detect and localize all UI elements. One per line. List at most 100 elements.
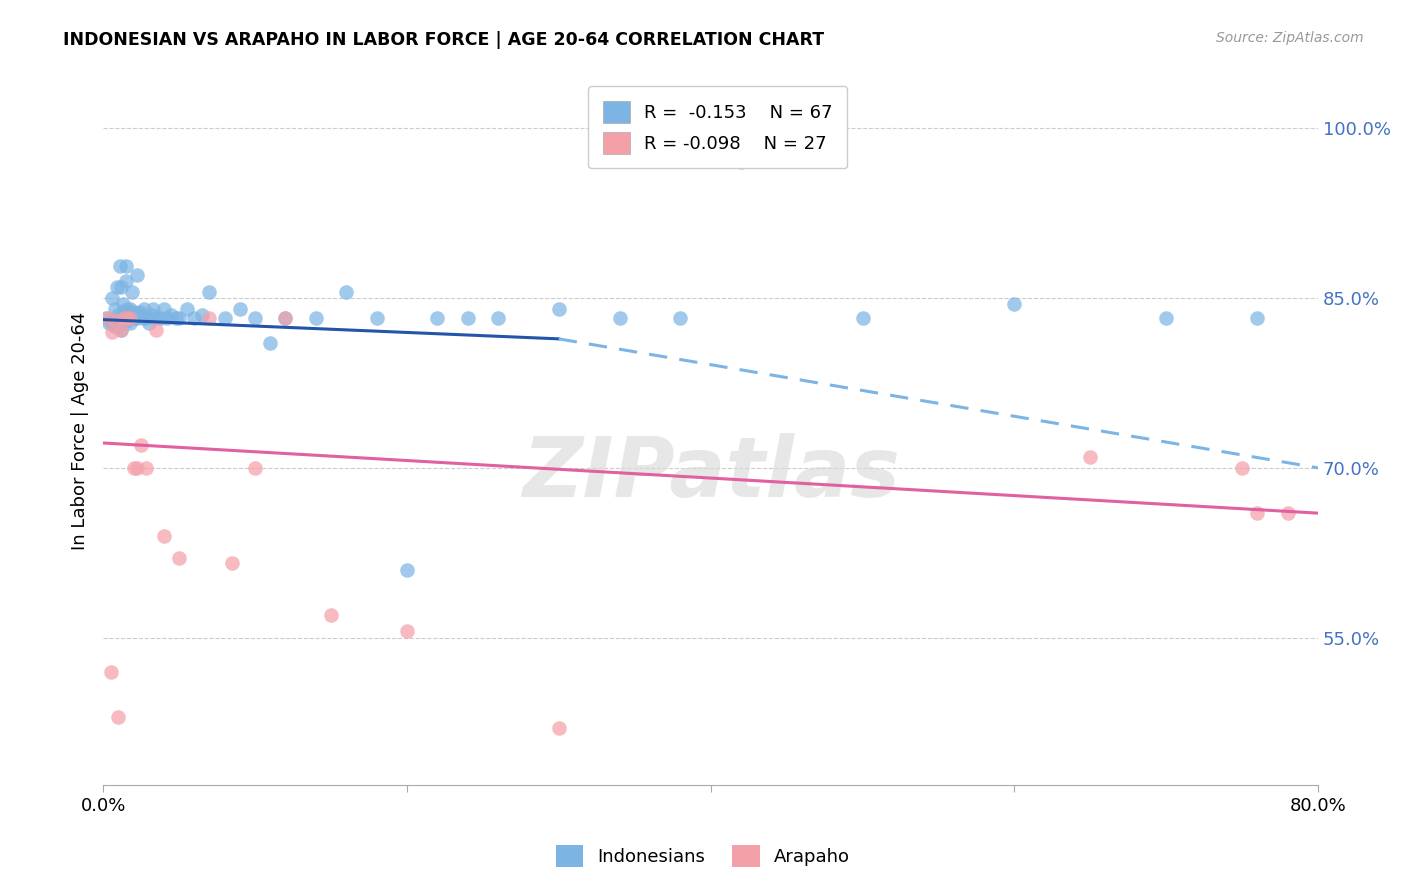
Point [138, 316, 160, 330]
Point [198, 285, 221, 300]
Point [547, 302, 569, 317]
Point [198, 311, 221, 326]
Point [141, 308, 163, 322]
Point [335, 285, 357, 300]
Point [112, 304, 135, 318]
Point [100, 665, 122, 679]
Point [108, 260, 131, 274]
Point [1002, 297, 1025, 311]
Text: Source: ZipAtlas.com: Source: ZipAtlas.com [1216, 31, 1364, 45]
Point [120, 302, 142, 317]
Point [125, 311, 148, 326]
Point [486, 311, 509, 326]
Point [183, 311, 205, 326]
Point [125, 268, 148, 283]
Point [165, 311, 187, 326]
Point [122, 304, 145, 318]
Point [122, 311, 145, 326]
Point [259, 336, 281, 351]
Point [110, 323, 132, 337]
Point [105, 280, 128, 294]
Point [305, 311, 328, 326]
Point [243, 461, 266, 475]
Point [1277, 506, 1299, 520]
Point [1230, 461, 1253, 475]
Point [112, 311, 135, 326]
Point [111, 297, 134, 311]
Point [149, 311, 172, 326]
Point [730, 155, 752, 169]
Point [107, 308, 129, 322]
Point [117, 302, 139, 317]
Point [101, 325, 124, 339]
Point [426, 311, 449, 326]
Point [669, 311, 692, 326]
Point [120, 316, 142, 330]
Point [100, 314, 122, 328]
Point [115, 260, 138, 274]
Point [104, 314, 127, 328]
Text: INDONESIAN VS ARAPAHO IN LABOR FORCE | AGE 20-64 CORRELATION CHART: INDONESIAN VS ARAPAHO IN LABOR FORCE | A… [63, 31, 824, 49]
Point [122, 461, 145, 475]
Point [167, 311, 190, 326]
Y-axis label: In Labor Force | Age 20-64: In Labor Force | Age 20-64 [72, 312, 89, 550]
Point [366, 311, 388, 326]
Point [103, 319, 125, 334]
Point [145, 323, 167, 337]
Point [274, 311, 297, 326]
Point [128, 304, 150, 318]
Point [129, 438, 152, 452]
Point [153, 302, 176, 317]
Point [156, 311, 179, 326]
Point [121, 285, 143, 300]
Point [98, 316, 121, 330]
Point [117, 311, 139, 326]
Point [457, 311, 479, 326]
Text: ZIPatlas: ZIPatlas [522, 433, 900, 514]
Point [124, 308, 146, 322]
Point [1078, 450, 1101, 464]
Legend: Indonesians, Arapaho: Indonesians, Arapaho [548, 838, 858, 874]
Point [145, 311, 167, 326]
Legend: R =  -0.153    N = 67, R = -0.098    N = 27: R = -0.153 N = 67, R = -0.098 N = 27 [589, 87, 848, 169]
Point [395, 624, 418, 638]
Point [229, 302, 252, 317]
Point [110, 280, 132, 294]
Point [153, 529, 176, 543]
Point [117, 314, 139, 328]
Point [135, 461, 157, 475]
Point [107, 710, 129, 724]
Point [395, 563, 418, 577]
Point [274, 311, 297, 326]
Point [97, 311, 120, 326]
Point [120, 311, 142, 326]
Point [125, 461, 148, 475]
Point [96, 311, 118, 326]
Point [851, 311, 873, 326]
Point [167, 551, 190, 566]
Point [110, 323, 132, 337]
Point [547, 721, 569, 735]
Point [142, 302, 165, 317]
Point [1154, 311, 1177, 326]
Point [1246, 311, 1268, 326]
Point [115, 274, 138, 288]
Point [191, 308, 214, 322]
Point [127, 308, 149, 322]
Point [609, 311, 631, 326]
Point [1246, 506, 1268, 520]
Point [243, 311, 266, 326]
Point [221, 556, 243, 570]
Point [135, 311, 157, 326]
Point [214, 311, 236, 326]
Point [101, 291, 124, 305]
Point [107, 319, 129, 334]
Point [134, 302, 156, 317]
Point [160, 308, 183, 322]
Point [319, 607, 342, 622]
Point [118, 311, 141, 326]
Point [104, 302, 127, 317]
Point [176, 302, 198, 317]
Point [131, 311, 153, 326]
Point [129, 308, 152, 322]
